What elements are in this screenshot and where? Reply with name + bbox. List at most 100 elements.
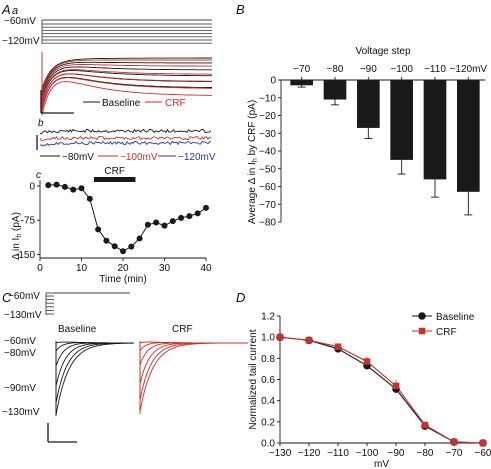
- A-c-xtick-label: 30: [159, 263, 171, 274]
- D-xtick-label: −110: [327, 448, 349, 459]
- C-protocol-label-60: −60mV: [8, 291, 40, 302]
- C-vlabel-90: −90mV: [4, 383, 36, 394]
- B-ytick-label: −50: [259, 164, 276, 175]
- D-xtick-label: −90: [388, 448, 405, 459]
- D-legend-crf: CRF: [436, 327, 457, 338]
- A-c-point: [136, 235, 143, 242]
- A-trace-baseline: [41, 55, 212, 89]
- A-c-xtick-label: 20: [117, 263, 129, 274]
- D-legend-baseline-marker: [418, 312, 426, 320]
- D-point-crf: [305, 337, 313, 344]
- A-b-noise-traces: [39, 128, 212, 147]
- D-point-crf: [392, 382, 400, 390]
- A-trace-crf: [41, 55, 212, 116]
- A-trace-crf: [41, 55, 212, 101]
- B-ylabel: Average Δ in Ih by CRF (pA): [247, 100, 259, 224]
- A-c-ylabel: Δ in Ih (pA): [11, 212, 23, 260]
- B-ytick-label: −60: [259, 182, 276, 193]
- B-ytick-label: −80: [259, 218, 276, 229]
- B-category-label: −100: [390, 64, 413, 75]
- B-ytick-label: 0: [270, 76, 276, 87]
- A-c-point: [70, 186, 77, 193]
- D-ytick-label: 0.4: [261, 396, 275, 407]
- B-bar-chart: Voltage step 0 −10 −20 −30 −40 −50 −60 −70 −80 −70…: [259, 46, 487, 229]
- A-trace-baseline: [41, 55, 212, 102]
- A-c-point: [144, 221, 151, 228]
- C-trace-crf: [139, 341, 248, 412]
- A-trace-crf: [41, 55, 212, 91]
- A-c-ytick-label: -150: [15, 250, 35, 261]
- D-point-crf: [450, 438, 458, 446]
- A-trace-crf: [41, 55, 212, 95]
- D-line-baseline: [279, 336, 484, 444]
- A-c-ytick-label: -75: [21, 216, 36, 227]
- B-category-label: −70: [293, 64, 310, 75]
- A-legend-crf: CRF: [165, 98, 186, 109]
- D-xtick-label: −70: [446, 448, 463, 459]
- B-bar: [357, 80, 380, 128]
- A-c-crf-bar: [93, 177, 136, 182]
- B-bar: [323, 80, 347, 100]
- B-category-label: −110: [424, 64, 446, 75]
- C-protocol: −60mV −130mV: [4, 291, 130, 321]
- A-trace-crf: [41, 55, 212, 106]
- B-bar: [290, 80, 313, 86]
- D-ylabel: Normalized tail current: [248, 329, 259, 429]
- A-c-point: [203, 204, 209, 211]
- A-c-point: [194, 210, 201, 217]
- B-ytick-label: −20: [259, 111, 276, 122]
- D-ytick-label: 1.2: [261, 312, 275, 323]
- A-protocol-label-120: −120mV: [2, 36, 40, 47]
- D-ytick-label: 0.0: [261, 439, 275, 450]
- B-category-label: −120mV: [450, 64, 488, 75]
- panel-sublabel-c: c: [36, 170, 41, 181]
- A-c-point: [53, 181, 60, 188]
- D-point-crf: [363, 358, 371, 365]
- C-trace-baseline: [55, 341, 135, 416]
- D-point-crf: [334, 343, 342, 350]
- A-protocol: −60mV −120mV: [2, 16, 212, 47]
- B-category-label: −80: [327, 64, 344, 75]
- A-b-trace-80: [39, 128, 212, 135]
- A-c-point: [128, 243, 135, 250]
- A-c-point: [61, 183, 68, 190]
- D-ytick-label: 1.0: [261, 333, 275, 344]
- A-legend: Baseline CRF: [83, 98, 186, 109]
- B-bar: [457, 80, 480, 192]
- panel-label-B: B: [236, 2, 245, 17]
- B-ytick-label: −70: [259, 200, 276, 211]
- panel-label-D: D: [236, 290, 245, 305]
- A-c-point: [103, 237, 110, 244]
- A-c-point: [95, 226, 102, 233]
- A-c-point: [186, 213, 193, 220]
- A-c-point: [78, 185, 85, 192]
- C-baseline-title: Baseline: [58, 324, 97, 335]
- A-c-xtick-label: 10: [76, 263, 88, 274]
- D-ytick-label: 0.8: [261, 354, 275, 365]
- C-protocol-label-130: −130mV: [4, 310, 42, 321]
- D-legend-baseline: Baseline: [436, 312, 475, 323]
- panel-sublabel-a: a: [12, 5, 18, 17]
- C-vlabel-130: −130mV: [2, 407, 40, 418]
- A-protocol-steps: [41, 19, 212, 44]
- A-c-xtick-label: 0: [37, 263, 43, 274]
- A-b-trace-120: [39, 140, 212, 147]
- A-trace-baseline: [41, 55, 212, 110]
- A-c-point: [169, 218, 176, 225]
- A-b-trace-100: [39, 135, 212, 142]
- C-vlabel-80: −80mV: [4, 348, 36, 359]
- A-trace-baseline: [41, 55, 212, 98]
- A-c-xlabel: Time (min): [99, 274, 146, 285]
- A-current-traces: [41, 52, 213, 116]
- A-b-legend-80: −80mV: [62, 152, 94, 163]
- D-xtick-label: −130: [269, 448, 292, 459]
- D-xtick-label: −100: [356, 448, 379, 459]
- A-c-point: [153, 219, 160, 226]
- B-bar: [423, 80, 447, 180]
- A-c-point: [178, 214, 185, 221]
- D-ytick-label: 0.6: [261, 375, 275, 386]
- C-trace-crf: [139, 341, 248, 365]
- C-tail-traces: [55, 341, 248, 416]
- D-xtick-label: −80: [417, 448, 434, 459]
